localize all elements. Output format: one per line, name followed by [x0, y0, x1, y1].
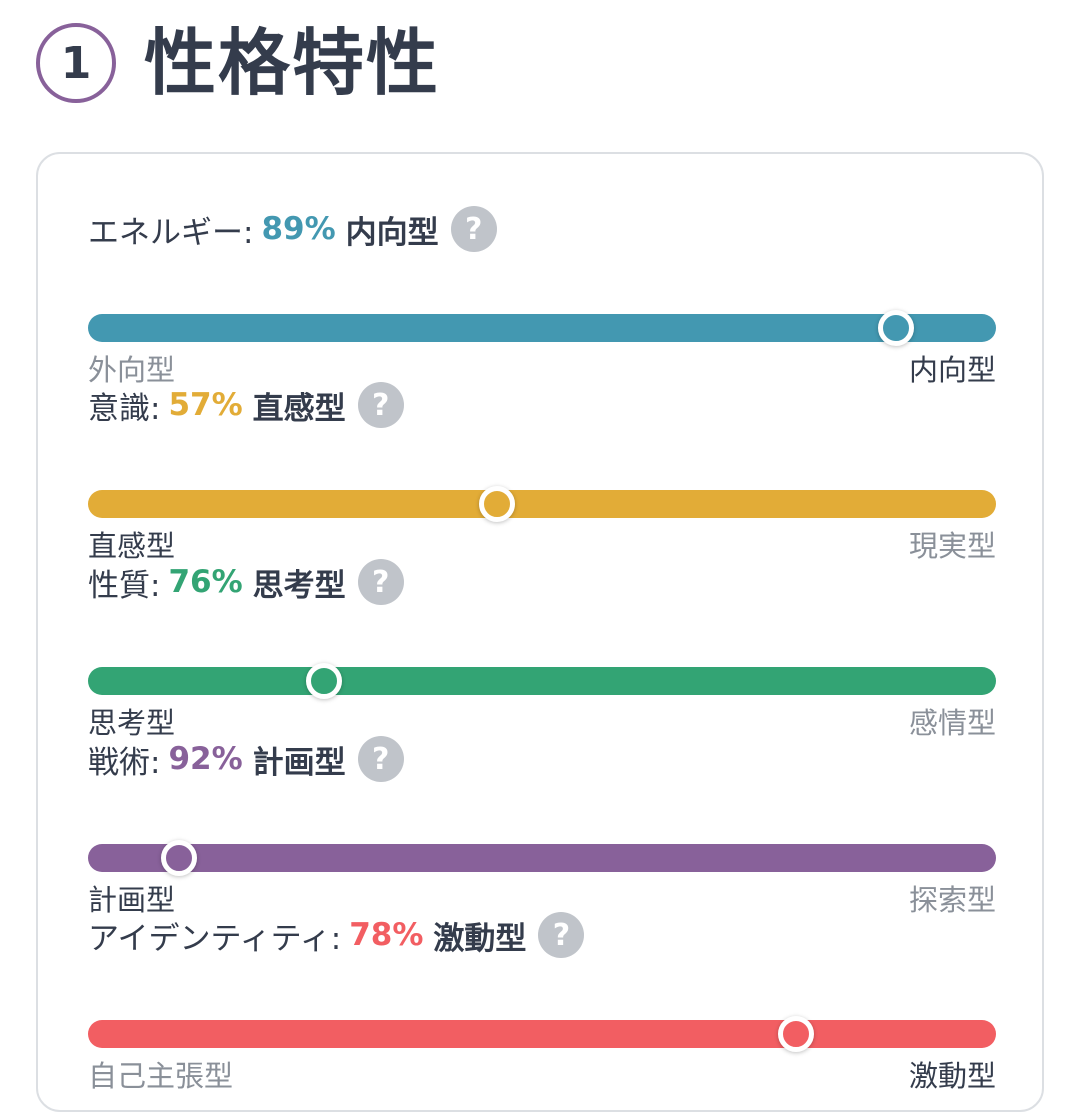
- scale-marker: [160, 840, 197, 876]
- trait-result: 直感型: [252, 390, 346, 427]
- trait-nature: 性質: 76% 思考型 ? 思考型 感情型: [88, 557, 996, 740]
- trait-result: 激動型: [433, 920, 527, 957]
- trait-energy: エネルギー: 89% 内向型 ? 外向型 内向型: [88, 204, 996, 387]
- help-icon[interactable]: ?: [357, 382, 404, 428]
- trait-scale-bar: [88, 310, 996, 346]
- trait-name: 意識:: [88, 390, 161, 427]
- trait-scale-bar: [88, 663, 996, 699]
- pole-left-label: 外向型: [88, 353, 176, 387]
- help-icon[interactable]: ?: [538, 912, 585, 958]
- trait-name: エネルギー:: [88, 214, 254, 251]
- trait-percent: 92%: [168, 741, 243, 777]
- trait-percent: 89%: [261, 211, 336, 247]
- pole-left-label: 計画型: [88, 883, 176, 917]
- scale-marker: [478, 486, 515, 522]
- trait-scale-bar: [88, 486, 996, 522]
- personality-traits-card: エネルギー: 89% 内向型 ? 外向型 内向型 意識: 57% 直感型 ? 直…: [36, 152, 1044, 1112]
- help-icon[interactable]: ?: [357, 559, 404, 605]
- trait-result: 計画型: [252, 744, 346, 781]
- pole-right-label: 激動型: [908, 1059, 996, 1093]
- scale-marker: [778, 1016, 815, 1052]
- scale-marker: [878, 310, 915, 346]
- help-icon[interactable]: ?: [357, 736, 404, 782]
- trait-heading: 戦術: 92% 計画型 ?: [88, 734, 404, 784]
- trait-heading: アイデンティティ: 78% 激動型 ?: [88, 910, 585, 960]
- trait-name: 戦術:: [88, 744, 161, 781]
- trait-identity: アイデンティティ: 78% 激動型 ? 自己主張型 激動型: [88, 910, 996, 1093]
- trait-name: アイデンティティ:: [88, 920, 342, 957]
- pole-right-label: 内向型: [908, 353, 996, 387]
- trait-heading: エネルギー: 89% 内向型 ?: [88, 204, 497, 254]
- trait-percent: 57%: [168, 387, 243, 423]
- trait-tactics: 戦術: 92% 計画型 ? 計画型 探索型: [88, 734, 996, 917]
- page-title: 性格特性: [144, 21, 441, 105]
- pole-right-label: 探索型: [908, 883, 996, 917]
- trait-scale-bar: [88, 840, 996, 876]
- trait-name: 性質:: [88, 567, 161, 604]
- step-number-badge: 1: [36, 23, 116, 103]
- pole-right-label: 現実型: [908, 529, 996, 563]
- trait-percent: 76%: [168, 564, 243, 600]
- pole-right-label: 感情型: [908, 706, 996, 740]
- trait-mind: 意識: 57% 直感型 ? 直感型 現実型: [88, 380, 996, 563]
- scale-marker: [306, 663, 343, 699]
- pole-left-label: 思考型: [88, 706, 176, 740]
- trait-result: 内向型: [345, 214, 439, 251]
- trait-scale-bar: [88, 1016, 996, 1052]
- trait-heading: 性質: 76% 思考型 ?: [88, 557, 404, 607]
- help-icon[interactable]: ?: [450, 206, 497, 252]
- trait-percent: 78%: [349, 917, 424, 953]
- section-header: 1 性格特性: [36, 18, 440, 108]
- trait-result: 思考型: [252, 567, 346, 604]
- pole-left-label: 直感型: [88, 529, 176, 563]
- trait-heading: 意識: 57% 直感型 ?: [88, 380, 404, 430]
- pole-left-label: 自己主張型: [88, 1059, 234, 1093]
